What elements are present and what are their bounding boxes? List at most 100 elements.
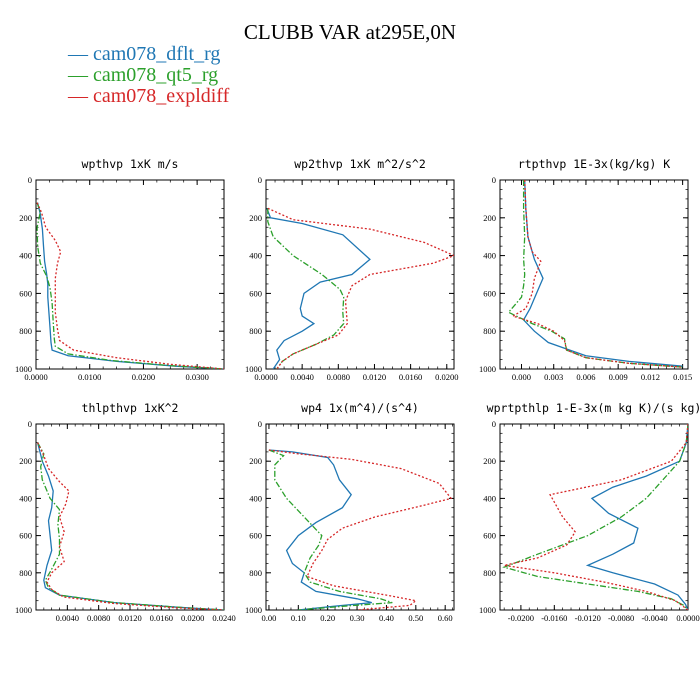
y-tick-label: 400 [19,251,32,261]
x-tick-label: 0.0000 [676,613,699,623]
x-tick-label: -0.0120 [575,613,601,623]
plot-frame [265,179,455,370]
y-tick-label: 200 [19,213,32,223]
legend-label: cam078_expldiff [93,85,230,107]
panel-title: rtpthvp 1E-3x(kg/kg) K [518,157,670,171]
x-tick-label: 0.0120 [363,372,386,382]
y-tick-label: 0 [258,175,262,185]
x-tick-label: 0.0200 [132,372,155,382]
panel-4: thlpthvp 1xK^2 0.0040 0.0080 0.0120 0.0160 0.… [15,401,236,623]
y-tick-label: 1000 [15,605,32,615]
legend-label: cam078_qt5_rg [93,64,219,86]
y-tick-label: 800 [483,568,496,578]
legend: — cam078_dflt_rg — cam078_qt5_rg — cam07… [68,44,229,107]
series-line-cam078_qt5_rg [37,442,224,610]
y-tick-label: 0 [28,419,32,429]
x-tick-label: 0.006 [576,372,595,382]
series-line-cam078_expldiff [267,207,454,369]
x-tick-label: 0.0160 [150,613,173,623]
series-line-cam078_expldiff [36,202,224,369]
legend-swatch: — [68,64,93,86]
x-tick-label: 0.20 [320,613,335,623]
x-tick-label: 0.0080 [87,613,110,623]
x-tick-label: 0.000 [512,372,531,382]
x-tick-label: 0.0000 [24,372,47,382]
legend-item-qt5: — cam078_qt5_rg [68,65,229,86]
series-line-cam078_expldiff [504,424,688,610]
x-tick-label: 0.0240 [212,613,235,623]
x-tick-label: -0.0040 [641,613,667,623]
x-tick-label: 0.0040 [56,613,79,623]
panel-6: wprtpthlp 1-E-3x(m kg K)/(s kg) -0.0200 -0… [479,401,700,623]
y-tick-label: 1000 [479,364,496,374]
y-tick-label: 1000 [15,364,32,374]
x-tick-label: 0.0200 [435,372,458,382]
x-tick-label: 0.003 [544,372,563,382]
legend-swatch: — [68,43,93,65]
y-tick-label: 800 [19,568,32,578]
x-tick-label: 0.0040 [290,372,313,382]
x-tick-label: 0.30 [350,613,365,623]
x-tick-label: 0.10 [291,613,306,623]
panel-2: wp2thvp 1xK m^2/s^2 0.0000 0.0040 0.0080 0.0… [245,157,458,382]
series-line-cam078_qt5_rg [502,424,688,610]
series-line-cam078_dflt_rg [266,208,371,369]
series-line-cam078_qt5_rg [507,180,683,368]
y-tick-label: 1000 [245,364,262,374]
series-line-cam078_dflt_rg [36,202,224,369]
x-tick-label: -0.0160 [541,613,567,623]
y-tick-label: 0 [492,175,496,185]
legend-swatch: — [68,85,93,107]
panel-3: rtpthvp 1E-3x(kg/kg) K 0.000 0.003 0.006 0.0… [479,157,692,382]
y-tick-label: 600 [483,531,496,541]
panel-title: wp4 1x(m^4)/(s^4) [301,401,419,415]
y-tick-label: 1000 [479,605,496,615]
panel-1: wpthvp 1xK m/s 0.0000 0.0100 0.0200 0.0300 0 2… [15,157,225,382]
panel-title: wprtpthlp 1-E-3x(m kg K)/(s kg) [487,401,700,415]
panel-title: wp2thvp 1xK m^2/s^2 [294,157,426,171]
y-tick-label: 600 [249,288,262,298]
x-tick-label: 0.50 [408,613,423,623]
legend-item-dflt: — cam078_dflt_rg [68,44,229,65]
x-tick-label: 0.012 [641,372,660,382]
y-tick-label: 800 [19,326,32,336]
x-tick-label: 0.0200 [181,613,204,623]
x-tick-label: 0.0100 [78,372,101,382]
y-tick-label: 400 [483,493,496,503]
y-tick-label: 400 [249,251,262,261]
y-tick-label: 600 [19,531,32,541]
plot-frame [499,179,689,370]
plot-frame [35,423,225,611]
y-tick-label: 400 [249,493,262,503]
series-line-cam078_dflt_rg [268,449,372,610]
x-tick-label: 0.009 [609,372,628,382]
y-tick-label: 800 [249,326,262,336]
series-line-cam078_expldiff [268,449,453,610]
x-tick-label: -0.0200 [508,613,534,623]
plot-frame [499,423,689,611]
panel-title: thlpthvp 1xK^2 [82,401,179,415]
x-tick-label: 0.60 [438,613,453,623]
y-tick-label: 400 [19,493,32,503]
panel-title: wpthvp 1xK m/s [82,157,179,171]
series-line-cam078_dflt_rg [36,442,224,610]
y-tick-label: 400 [483,251,496,261]
plot-frame [35,179,225,370]
y-tick-label: 800 [249,568,262,578]
x-tick-label: -0.0080 [608,613,634,623]
series-line-cam078_qt5_rg [36,202,224,369]
y-tick-label: 600 [483,288,496,298]
y-tick-label: 0 [258,419,262,429]
series-line-cam078_dflt_rg [585,424,688,610]
panel-5: wp4 1x(m^4)/(s^4) 0.00 0.10 0.20 0.30 0.40 0.5… [245,401,455,623]
x-tick-label: 0.00 [262,613,277,623]
x-tick-label: 0.40 [379,613,394,623]
series-line-cam078_expldiff [511,180,683,368]
series-line-cam078_dflt_rg [522,180,683,367]
y-tick-label: 200 [249,456,262,466]
y-tick-label: 800 [483,326,496,336]
main-title: CLUBB VAR at295E,0N [243,20,457,44]
y-tick-label: 200 [483,213,496,223]
x-tick-label: 0.0160 [399,372,422,382]
